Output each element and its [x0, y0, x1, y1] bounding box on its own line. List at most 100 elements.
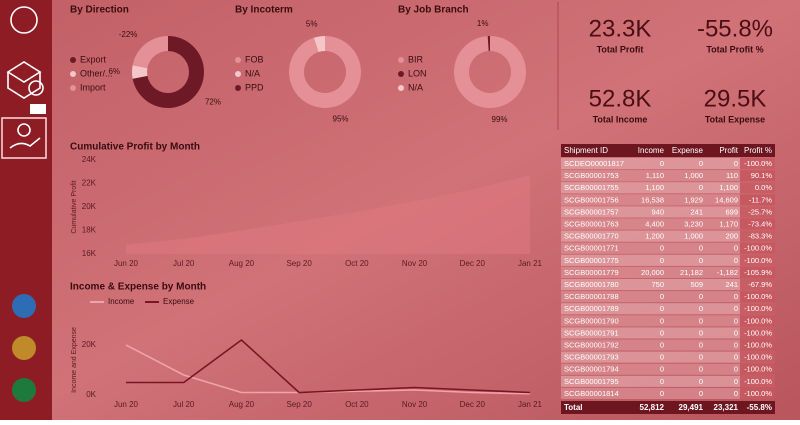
donut-title: By Direction [70, 5, 129, 16]
table-cell: 241 [725, 280, 738, 289]
table-cell: -105.9% [744, 268, 772, 277]
donut-slice [487, 36, 490, 52]
table-cell: 110 [726, 171, 738, 180]
table-cell: 0 [699, 341, 703, 350]
table-cell: SCGB00001771 [564, 244, 619, 253]
table-cell: SCGB00001779 [564, 268, 619, 277]
table-cell: 0 [699, 316, 703, 325]
slice-label: 5% [306, 20, 318, 29]
x-tick-label: Jan 21 [518, 400, 543, 409]
table-row [561, 170, 775, 182]
table-cell: -100.0% [744, 304, 772, 313]
table-cell: 1,100 [719, 183, 738, 192]
table-cell: -25.7% [748, 207, 772, 216]
table-cell: 0 [660, 365, 664, 374]
globe-icon[interactable] [10, 6, 38, 34]
table-row [561, 182, 775, 194]
donut-slice [132, 36, 168, 69]
donut-title: By Job Branch [398, 5, 469, 16]
column-header: Profit [719, 146, 738, 155]
column-header: Expense [672, 146, 704, 155]
column-header: Income [638, 146, 665, 155]
x-tick-label: Sep 20 [286, 400, 312, 409]
table-cell: SCGB00001789 [564, 304, 619, 313]
pct-cell [740, 327, 775, 339]
table-cell: 0 [734, 292, 738, 301]
table-cell: SCGB00001790 [564, 316, 619, 325]
table-row [561, 363, 775, 375]
table-cell: SCGB00001753 [564, 171, 619, 180]
y-tick-label: 0K [86, 390, 96, 399]
pct-cell [740, 230, 775, 242]
pct-cell [740, 351, 775, 363]
table-cell: 1,000 [684, 171, 703, 180]
chart-title: Income & Expense by Month [70, 282, 206, 293]
table-cell: 940 [651, 207, 664, 216]
table-cell: SCGB00001755 [564, 183, 619, 192]
table-cell: 0 [699, 328, 703, 337]
more-button[interactable] [30, 104, 46, 114]
slice-label: 72% [205, 98, 221, 107]
legend-dot [398, 57, 404, 63]
pct-cell [740, 303, 775, 315]
slice-label: 95% [333, 115, 349, 124]
table-cell: 0 [660, 341, 664, 350]
table-cell: 0 [734, 353, 738, 362]
x-tick-label: Dec 20 [460, 400, 486, 409]
kpi-value: 23.3K [589, 15, 652, 42]
kpi-value: 29.5K [704, 85, 767, 112]
legend-label: Income [108, 297, 135, 306]
donut-slice [132, 36, 204, 108]
pct-cell [740, 182, 775, 194]
pct-cell [740, 170, 775, 182]
y-tick-label: 22K [82, 179, 97, 188]
table-cell: -83.3% [748, 232, 772, 241]
x-tick-label: Jun 20 [114, 259, 139, 268]
table-cell: 1,100 [645, 183, 664, 192]
money-icon [9, 137, 41, 149]
kpi-label: Total Expense [705, 114, 765, 124]
table-cell: 4,400 [645, 220, 664, 229]
table-cell: 750 [651, 280, 664, 289]
table-cell: 200 [725, 232, 738, 241]
pct-cell [740, 387, 775, 399]
kpi-label: Total Profit [597, 44, 644, 54]
total-cell: 29,491 [679, 403, 704, 412]
table-cell: SCGB00001793 [564, 353, 619, 362]
donut-slice [132, 65, 148, 79]
table-cell: 0 [699, 256, 703, 265]
table-cell: SCGB00001788 [564, 292, 619, 301]
table-cell: 0 [734, 377, 738, 386]
x-tick-label: Nov 20 [402, 259, 428, 268]
legend-dot [235, 85, 241, 91]
legend-dot [70, 57, 76, 63]
table-cell: 0 [699, 244, 703, 253]
table-row [561, 218, 775, 230]
table-cell: 1,929 [684, 195, 703, 204]
x-tick-label: Oct 20 [345, 259, 369, 268]
table-cell: 0 [734, 389, 738, 398]
green-dot[interactable] [12, 378, 36, 402]
pct-cell [740, 266, 775, 278]
legend-dot [70, 71, 76, 77]
orange-dot[interactable] [12, 336, 36, 360]
selected-nav[interactable] [1, 117, 47, 159]
chart-title: Cumulative Profit by Month [70, 142, 200, 153]
y-tick-label: 16K [82, 249, 97, 258]
legend-dot [398, 85, 404, 91]
legend-label: N/A [245, 68, 260, 78]
pct-cell [740, 194, 775, 206]
blue-dot[interactable] [12, 294, 36, 318]
table-row [561, 291, 775, 303]
table-cell: -11.7% [749, 195, 773, 204]
table-row [561, 194, 775, 206]
pct-cell [740, 291, 775, 303]
table-cell: -100.0% [744, 389, 772, 398]
table-cell: SCGB00001814 [564, 389, 619, 398]
table-cell: -100.0% [744, 244, 772, 253]
table-cell: 21,182 [680, 268, 703, 277]
table-cell: 0 [734, 341, 738, 350]
pct-cell [740, 242, 775, 254]
table-cell: -100.0% [744, 292, 772, 301]
table-row [561, 315, 775, 327]
